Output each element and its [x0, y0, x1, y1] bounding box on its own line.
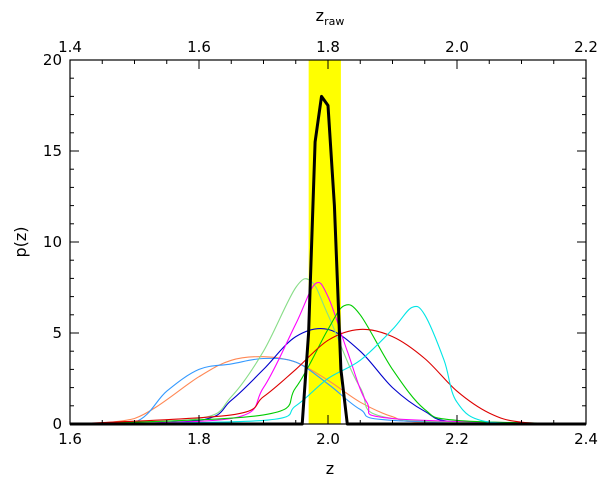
top-tick-label: 2.0	[445, 38, 469, 56]
x-tick-label: 2.0	[316, 430, 340, 448]
top-axis-label: zraw	[316, 6, 345, 28]
series-line-8	[69, 328, 587, 425]
x-tick-label: 2.2	[445, 430, 469, 448]
series-line-3	[69, 357, 587, 425]
y-tick-label: 10	[43, 233, 62, 251]
top-tick-label: 1.6	[187, 38, 211, 56]
series-line-6	[69, 281, 587, 425]
y-tick-label: 20	[43, 51, 62, 69]
series-line-7	[69, 304, 587, 425]
top-tick-label: 1.8	[316, 38, 340, 56]
y-tick-label: 0	[52, 415, 62, 433]
y-tick-label: 15	[43, 142, 62, 160]
x-tick-label: 1.8	[187, 430, 211, 448]
series-line-1	[70, 94, 586, 426]
x-axis-label: z	[326, 459, 334, 478]
y-tick-label: 5	[52, 324, 62, 342]
top-axis-label-subscript: raw	[324, 15, 344, 28]
top-tick-label: 1.4	[58, 38, 82, 56]
series-line-9	[69, 305, 587, 425]
x-tick-label: 2.4	[574, 430, 598, 448]
top-tick-label: 2.2	[574, 38, 598, 56]
y-axis-label: p(z)	[11, 226, 30, 257]
x-tick-label: 1.6	[58, 430, 82, 448]
top-axis-label-main: z	[316, 6, 324, 25]
